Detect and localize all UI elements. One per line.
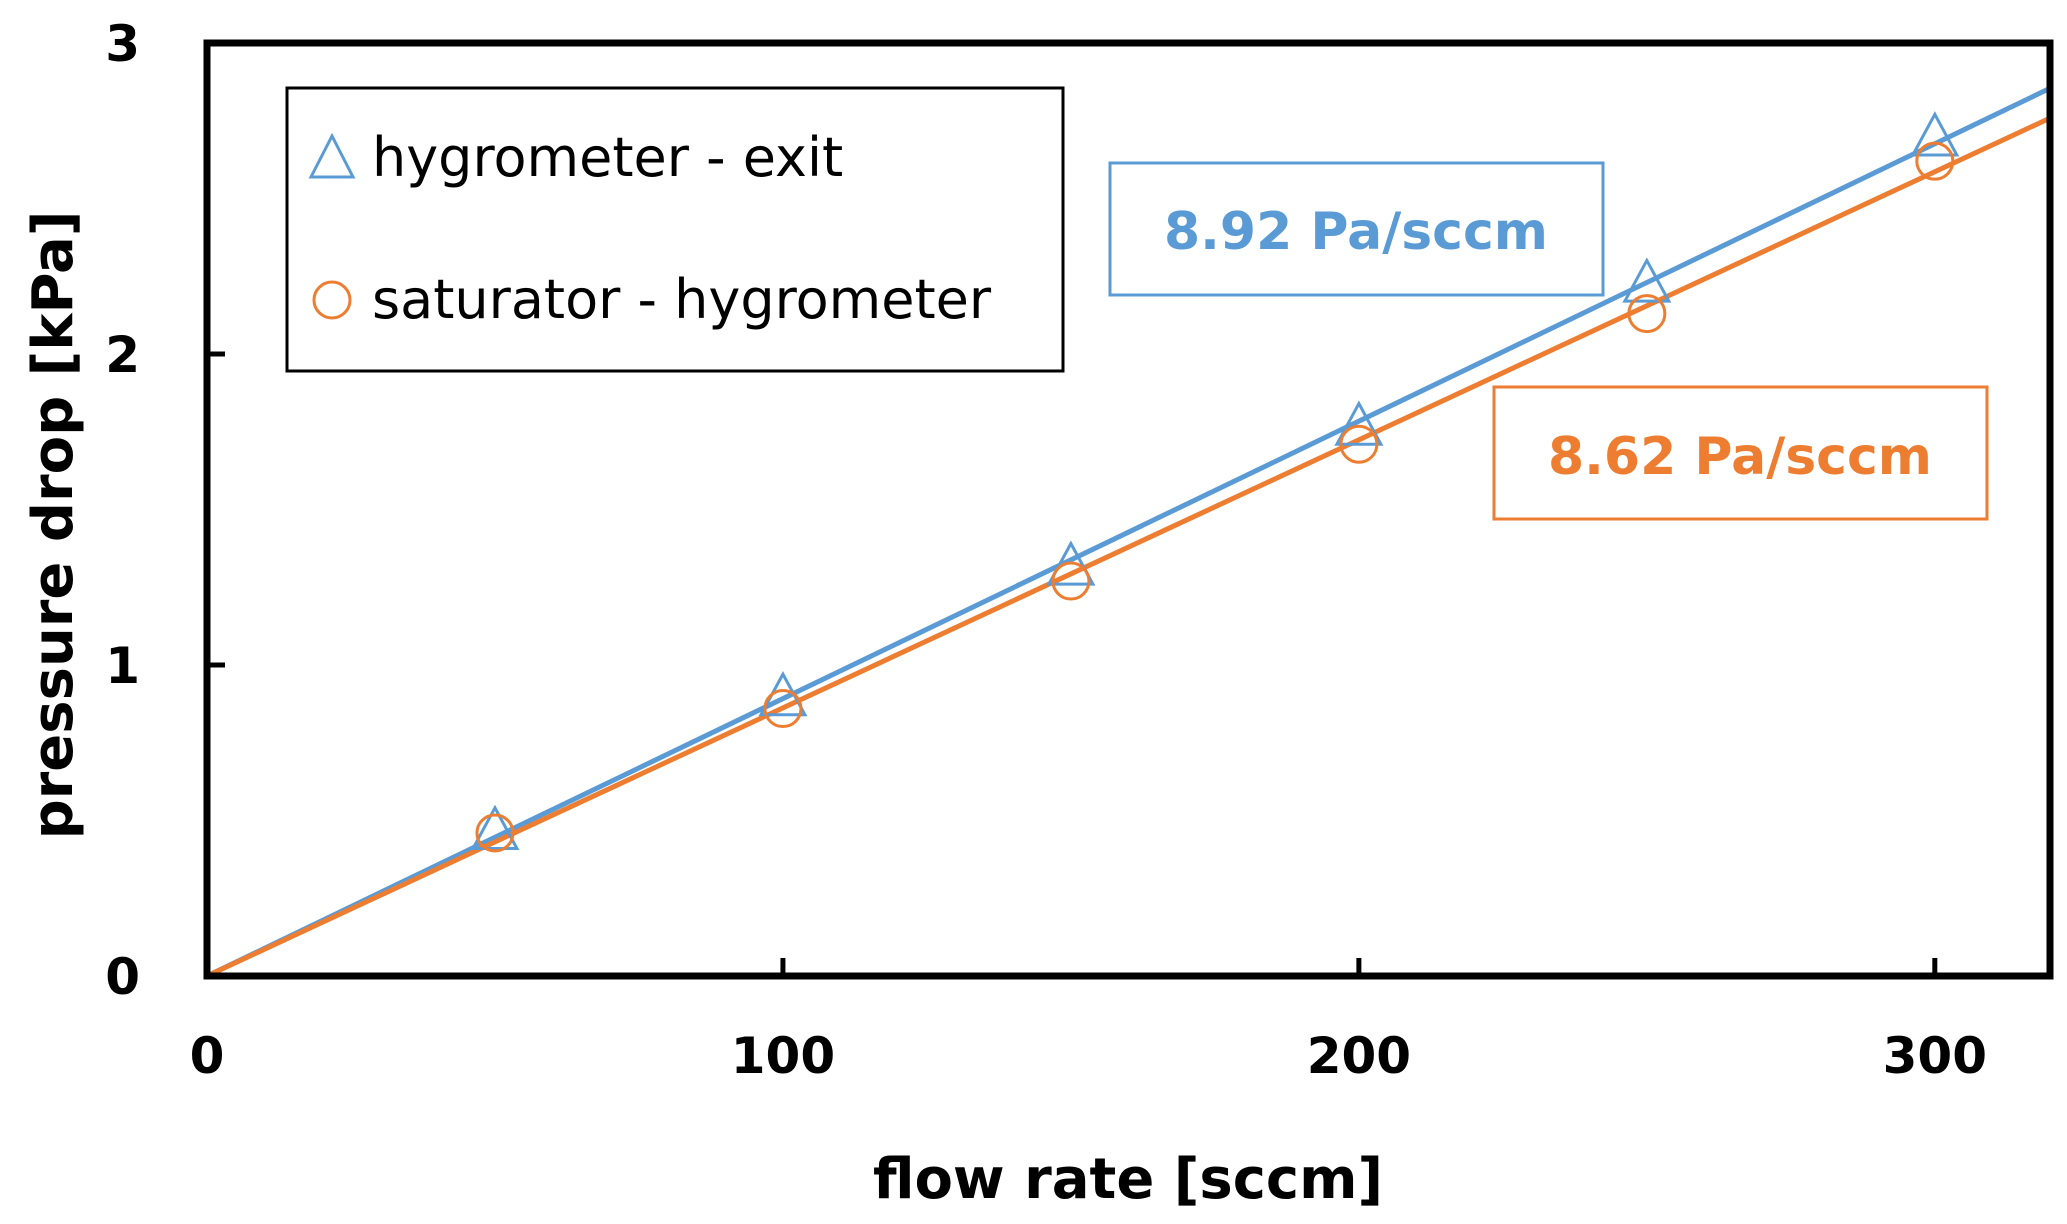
legend-circle-icon xyxy=(312,280,352,320)
annotation-box-blue xyxy=(1108,161,1605,297)
triangle-marker-point xyxy=(1910,111,1960,157)
legend-label-saturator-hygrometer: saturator - hygrometer xyxy=(372,268,992,331)
slope-annotation-orange: 8.62 Pa/sccm xyxy=(1492,385,1989,521)
annotation-box-orange xyxy=(1492,385,1989,521)
plot-area-frame xyxy=(203,39,2054,980)
x-tick-label: 100 xyxy=(731,1027,835,1085)
circle-marker-point xyxy=(1339,424,1379,464)
slope-annotation-blue: 8.92 Pa/sccm xyxy=(1108,161,1605,297)
circle-marker-point xyxy=(763,689,803,729)
circle-marker-point xyxy=(1627,294,1667,334)
triangle-marker-point xyxy=(1334,400,1384,446)
annotation-text-orange: 8.62 Pa/sccm xyxy=(1548,427,1932,487)
data-markers xyxy=(470,111,1960,853)
x-tick-label: 200 xyxy=(1307,1027,1411,1085)
annotation-text-blue: 8.92 Pa/sccm xyxy=(1164,202,1548,262)
triangle-marker-point xyxy=(1046,540,1096,586)
x-axis-title: flow rate [sccm] xyxy=(873,1147,1383,1212)
y-tick-label: 1 xyxy=(105,637,140,695)
y-tick-label: 0 xyxy=(105,948,140,1006)
circle-marker-point xyxy=(475,813,515,853)
circle-marker-point xyxy=(1051,561,1091,601)
legend-triangle-icon xyxy=(308,132,356,179)
y-tick-label: 3 xyxy=(105,15,140,73)
triangle-marker-point xyxy=(470,804,520,851)
legend-label-hygrometer-exit: hygrometer - exit xyxy=(372,126,843,189)
legend: hygrometer - exit saturator - hygrometer xyxy=(285,86,1065,373)
y-axis-ticks: 0 1 2 3 xyxy=(105,15,225,1006)
x-tick-label: 0 xyxy=(190,1027,225,1085)
x-axis-ticks: 0 100 200 300 xyxy=(190,958,1987,1085)
circle-marker-point xyxy=(1915,141,1955,181)
triangle-marker-point xyxy=(1622,257,1672,303)
x-tick-label: 300 xyxy=(1883,1027,1987,1085)
y-axis-title: pressure drop [kPa] xyxy=(21,211,86,840)
legend-box xyxy=(285,86,1065,373)
y-tick-label: 2 xyxy=(105,326,140,384)
fit-line-series-1 xyxy=(205,86,2052,979)
